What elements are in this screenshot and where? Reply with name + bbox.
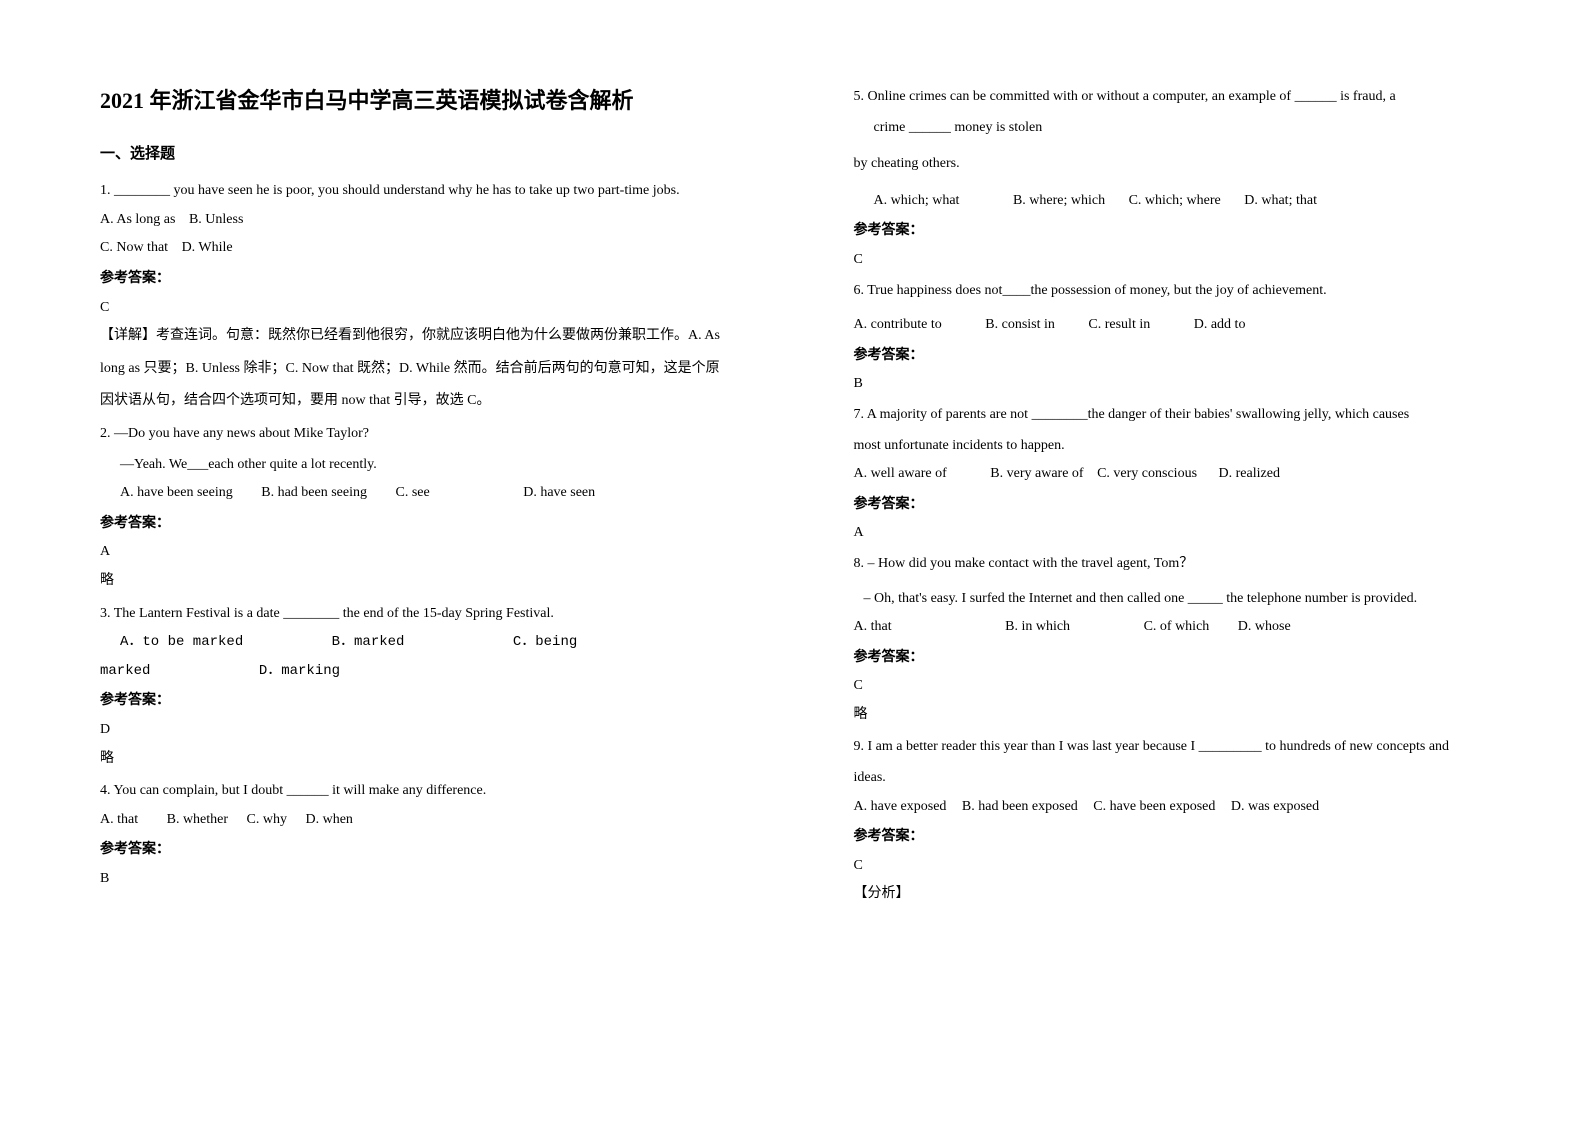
q7-opt-c: C. very conscious [1097,461,1197,488]
q1-explain2: long as 只要；B. Unless 除非；C. Now that 既然；D… [100,356,734,383]
q2-opt-c: C. see [395,480,429,507]
q3-note: 略 [100,746,734,773]
q6-opt-d: D. add to [1194,312,1246,339]
q4-opt-a: A. that [100,807,138,834]
q9-opt-d: D. was exposed [1231,794,1319,821]
q3-answer-label: 参考答案： [100,688,734,715]
q3-opt-b: B．marked [332,629,405,656]
q1-answer-label: 参考答案： [100,266,734,293]
q4-options: A. that B. whether C. why D. when [100,807,734,834]
q5-options: A. which; what B. where; which C. which;… [854,188,1488,215]
page-title: 2021 年浙江省金华市白马中学高三英语模拟试卷含解析 [100,80,734,122]
q3-opt-c: C．being [513,629,577,656]
q9-text1: 9. I am a better reader this year than I… [854,734,1488,761]
q3-text: 3. The Lantern Festival is a date ______… [100,601,734,628]
q6-text: 6. True happiness does not____the posses… [854,278,1488,305]
q7-answer-label: 参考答案： [854,492,1488,519]
left-column: 2021 年浙江省金华市白马中学高三英语模拟试卷含解析 一、选择题 1. ___… [0,0,794,1122]
q3-opt-d: D．marking [259,658,340,685]
q9-answer: C [854,853,1488,880]
q8-opt-b: B. in which [1005,614,1070,641]
q3-options-row2: marked D．marking [100,658,734,685]
q7-options: A. well aware of B. very aware of C. ver… [854,461,1488,488]
q6-opt-a: A. contribute to [854,312,942,339]
q4-answer: B [100,866,734,893]
q4-answer-label: 参考答案： [100,837,734,864]
q2-answer-label: 参考答案： [100,511,734,538]
q8-opt-a: A. that [854,614,892,641]
q5-text3: by cheating others. [854,151,1488,178]
q1-options-row2: C. Now that D. While [100,235,734,262]
right-column: 5. Online crimes can be committed with o… [794,0,1587,1122]
q1-options-row1: A. As long as B. Unless [100,207,734,234]
q1-opt-b: B. Unless [189,207,243,234]
q8-text2: – Oh, that's easy. I surfed the Internet… [854,586,1488,613]
exam-page: 2021 年浙江省金华市白马中学高三英语模拟试卷含解析 一、选择题 1. ___… [0,0,1587,1122]
q2-text1: 2. —Do you have any news about Mike Tayl… [100,421,734,448]
q6-answer: B [854,371,1488,398]
q9-opt-b: B. had been exposed [962,794,1078,821]
q9-opt-a: A. have exposed [854,794,947,821]
q5-opt-b: B. where; which [1013,188,1105,215]
q8-answer: C [854,673,1488,700]
q6-opt-c: C. result in [1088,312,1150,339]
q5-opt-a: A. which; what [874,188,960,215]
q7-opt-d: D. realized [1219,461,1280,488]
q9-opt-c: C. have been exposed [1093,794,1215,821]
q3-answer: D [100,717,734,744]
q9-note: 【分析】 [854,881,1488,908]
q1-opt-d: D. While [182,235,233,262]
q6-opt-b: B. consist in [985,312,1055,339]
q7-opt-b: B. very aware of [990,461,1083,488]
q1-text: 1. ________ you have seen he is poor, yo… [100,178,734,205]
q2-options: A. have been seeing B. had been seeing C… [100,480,734,507]
q9-text2: ideas. [854,765,1488,792]
q8-options: A. that B. in which C. of which D. whose [854,614,1488,641]
two-column-layout: 2021 年浙江省金华市白马中学高三英语模拟试卷含解析 一、选择题 1. ___… [0,0,1587,1122]
q1-explain3: 因状语从句，结合四个选项可知，要用 now that 引导，故选 C。 [100,388,734,415]
q7-opt-a: A. well aware of [854,461,947,488]
q6-answer-label: 参考答案： [854,343,1488,370]
q6-options: A. contribute to B. consist in C. result… [854,312,1488,339]
q1-explain1: 【详解】考查连词。句意：既然你已经看到他很穷，你就应该明白他为什么要做两份兼职工… [100,323,734,350]
q5-text1: 5. Online crimes can be committed with o… [854,84,1488,111]
q4-opt-c: C. why [247,807,287,834]
q4-opt-d: D. when [306,807,353,834]
q5-opt-c: C. which; where [1129,188,1221,215]
q2-opt-d: D. have seen [523,480,595,507]
q3-opt-a: A．to be marked [100,629,243,656]
q8-text1: 8. – How did you make contact with the t… [854,551,1488,578]
q8-answer-label: 参考答案： [854,645,1488,672]
q5-text2: crime ______ money is stolen [854,115,1488,142]
q3-opt-c2: marked [100,658,150,685]
q9-answer-label: 参考答案： [854,824,1488,851]
q1-opt-a: A. As long as [100,207,175,234]
q8-opt-c: C. of which [1144,614,1210,641]
q1-opt-c: C. Now that [100,235,168,262]
q4-text: 4. You can complain, but I doubt ______ … [100,778,734,805]
q7-answer: A [854,520,1488,547]
q2-note: 略 [100,568,734,595]
q7-text2: most unfortunate incidents to happen. [854,433,1488,460]
q2-text2: —Yeah. We___each other quite a lot recen… [100,452,734,479]
q2-opt-b: B. had been seeing [261,480,367,507]
q8-opt-d: D. whose [1238,614,1291,641]
section-heading: 一、选择题 [100,140,734,169]
q5-answer: C [854,247,1488,274]
q9-options: A. have exposed B. had been exposed C. h… [854,794,1488,821]
q7-text1: 7. A majority of parents are not _______… [854,402,1488,429]
q5-answer-label: 参考答案： [854,218,1488,245]
q2-opt-a: A. have been seeing [120,480,233,507]
q3-options-row1: A．to be marked B．marked C．being [100,629,734,656]
q5-opt-d: D. what; that [1244,188,1317,215]
q8-note: 略 [854,702,1488,729]
q2-answer: A [100,539,734,566]
q1-answer: C [100,295,734,322]
q4-opt-b: B. whether [167,807,228,834]
